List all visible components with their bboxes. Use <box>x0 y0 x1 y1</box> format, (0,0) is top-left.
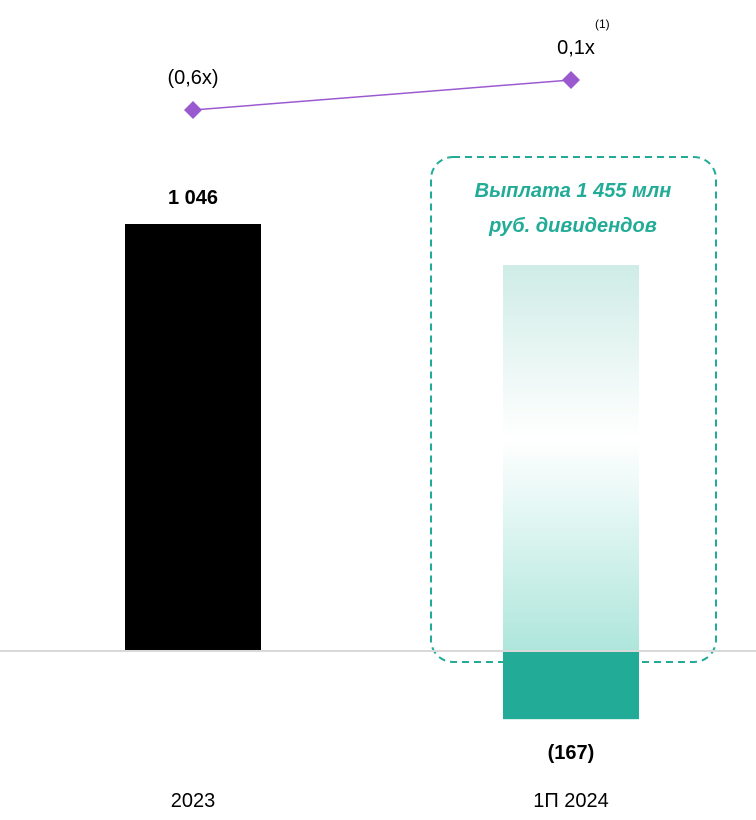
bar-value-label-1h-2024: (167) <box>548 742 595 764</box>
dividend-note-line-1: Выплата 1 455 млн <box>475 180 672 202</box>
ratio-footnote-marker: (1) <box>595 17 610 31</box>
ratio-marker-2023 <box>184 101 202 119</box>
category-label-1h-2024: 1П 2024 <box>533 790 609 812</box>
category-label-2023: 2023 <box>171 790 216 812</box>
ratio-line-series <box>192 79 572 111</box>
ratio-marker-1h-2024 <box>562 71 580 89</box>
ratio-label-2023: (0,6x) <box>167 67 218 89</box>
bar-value-label-2023: 1 046 <box>168 187 218 209</box>
bar-2023 <box>125 224 261 651</box>
bar-1h-2024 <box>503 651 639 720</box>
dividend-note-line-2: руб. дивидендов <box>488 215 657 237</box>
dividend-overlay-bar <box>503 265 639 651</box>
ratio-label-1h-2024: 0,1x <box>557 37 595 59</box>
